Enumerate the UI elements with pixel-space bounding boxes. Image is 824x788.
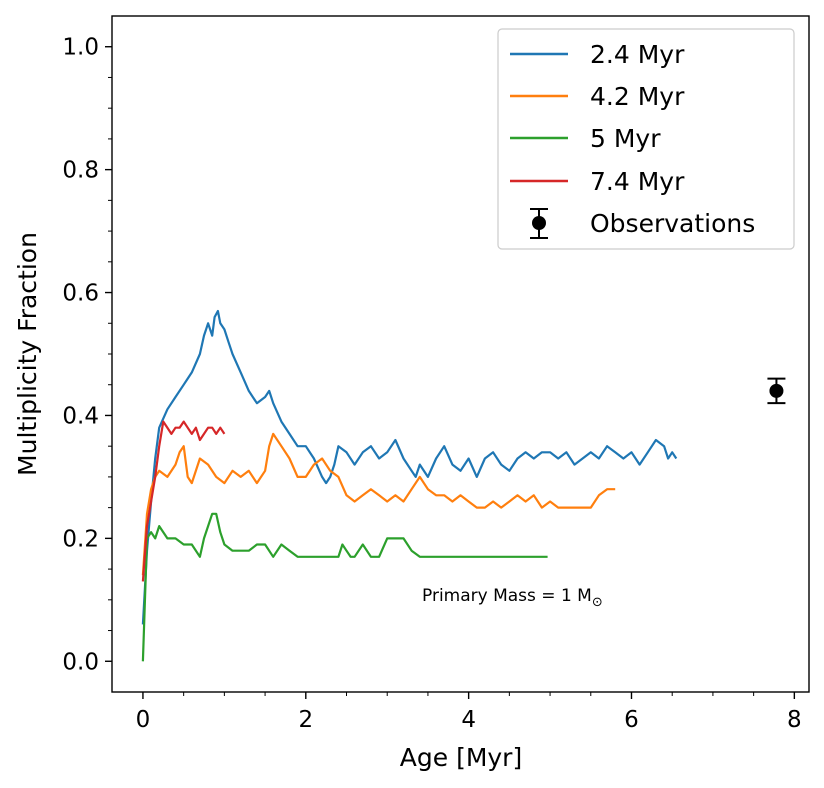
y-axis-label: Multiplicity Fraction <box>13 232 42 476</box>
x-tick-label-0: 0 <box>136 707 151 733</box>
x-axis: 0 2 4 6 8 <box>136 692 802 733</box>
x-axis-label: Age [Myr] <box>400 743 522 772</box>
observation-marker <box>769 383 784 398</box>
annotation-text: Primary Mass = 1 M <box>422 586 592 606</box>
x-tick-label-1: 2 <box>298 707 313 733</box>
series-line-4-2-myr <box>141 432 616 576</box>
legend-label-observations: Observations <box>590 209 755 238</box>
y-tick-label-2: 0.4 <box>62 403 99 429</box>
legend: 2.4 Myr 4.2 Myr 5 Myr 7.4 Myr Observatio… <box>497 28 795 250</box>
series-line-5-myr <box>141 512 548 662</box>
x-tick-label-3: 6 <box>624 707 639 733</box>
legend-label-7-4-myr: 7.4 Myr <box>590 167 685 196</box>
legend-label-2-4-myr: 2.4 Myr <box>590 40 685 69</box>
y-tick-label-4: 0.8 <box>62 158 99 184</box>
y-axis: 0.0 0.2 0.4 0.6 0.8 1.0 <box>62 35 112 675</box>
x-tick-label-4: 8 <box>787 707 802 733</box>
plot-lines <box>141 309 678 662</box>
legend-label-4-2-myr: 4.2 Myr <box>590 82 685 111</box>
annotation-subscript: ⊙ <box>592 595 603 610</box>
x-tick-label-2: 4 <box>461 707 476 733</box>
observation-point <box>767 377 786 405</box>
legend-label-5-myr: 5 Myr <box>590 124 661 153</box>
legend-frame <box>497 28 795 250</box>
plot-frame <box>111 15 810 693</box>
y-tick-label-0: 0.0 <box>62 649 99 675</box>
y-tick-label-3: 0.6 <box>62 281 99 307</box>
y-tick-label-5: 1.0 <box>62 35 99 61</box>
annotation-primary-mass: Primary Mass = 1 M⊙ <box>422 586 603 610</box>
series-line-2-4-myr <box>141 309 678 625</box>
legend-swatch-observations-marker <box>532 216 546 230</box>
y-tick-label-1: 0.2 <box>62 526 99 552</box>
series-line-7-4-myr <box>141 420 226 582</box>
